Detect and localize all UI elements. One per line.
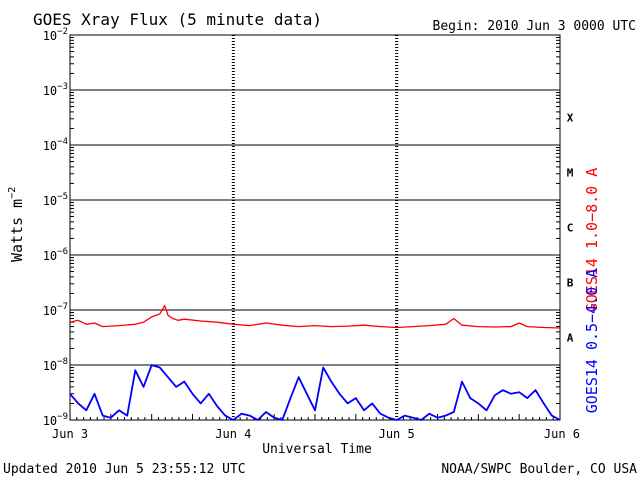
legend-short-channel: GOES14 0.5−4.0 A [583, 269, 601, 414]
y-tick-label: 10−8 [43, 357, 68, 373]
y-tick-label: 10−3 [43, 82, 68, 98]
x-tick-label: Jun 5 [379, 427, 415, 441]
y-tick-label: 10−5 [43, 192, 68, 208]
y-tick-label: 10−7 [43, 302, 68, 318]
y-tick-label: 10−4 [43, 137, 68, 153]
day-separators [231, 35, 399, 420]
y-axis-label: Watts m−2 [7, 187, 26, 262]
svg-text:Watts m−2: Watts m−2 [7, 187, 26, 262]
legend-long-channel: GOES14 1.0−8.0 A [583, 168, 601, 313]
series-short-channel-line [69, 364, 561, 421]
y-tick-label: 10−2 [43, 27, 68, 43]
x-axis-label: Universal Time [262, 442, 372, 457]
y-tick-label: 10−9 [43, 412, 68, 428]
flare-class-m: M [567, 167, 574, 180]
flare-class-a: A [567, 332, 574, 345]
y-axis-label-base: Watts m [8, 199, 26, 262]
grid-lines [70, 89, 560, 366]
x-axis-ticks: Jun 3 Jun 4 Jun 5 Jun 6 [52, 414, 580, 441]
plot-frame [69, 34, 561, 421]
chart-title: GOES Xray Flux (5 minute data) [33, 10, 322, 29]
flare-class-x: X [567, 112, 574, 125]
begin-time: Begin: 2010 Jun 3 0000 UTC [433, 19, 637, 34]
flare-class-b: B [567, 277, 574, 290]
y-axis-label-exponent: −2 [7, 187, 18, 199]
legend-short-label: GOES14 0.5−4.0 A [583, 269, 601, 414]
credit: NOAA/SWPC Boulder, CO USA [441, 462, 637, 477]
x-tick-label: Jun 3 [52, 427, 88, 441]
x-tick-label: Jun 4 [215, 427, 251, 441]
legend-long-label: GOES14 1.0−8.0 A [583, 168, 601, 313]
series-long-channel-line [69, 304, 561, 329]
data-series [69, 304, 561, 421]
y-axis-ticks: 10−9 10−8 10−7 10−6 10−5 10−4 10−3 10−2 [43, 27, 560, 428]
x-tick-label: Jun 6 [544, 427, 580, 441]
flare-class-labels: A B C M X [567, 112, 574, 345]
flare-class-c: C [567, 222, 574, 235]
updated-timestamp: Updated 2010 Jun 5 23:55:12 UTC [3, 462, 246, 477]
y-tick-label: 10−6 [43, 247, 68, 263]
